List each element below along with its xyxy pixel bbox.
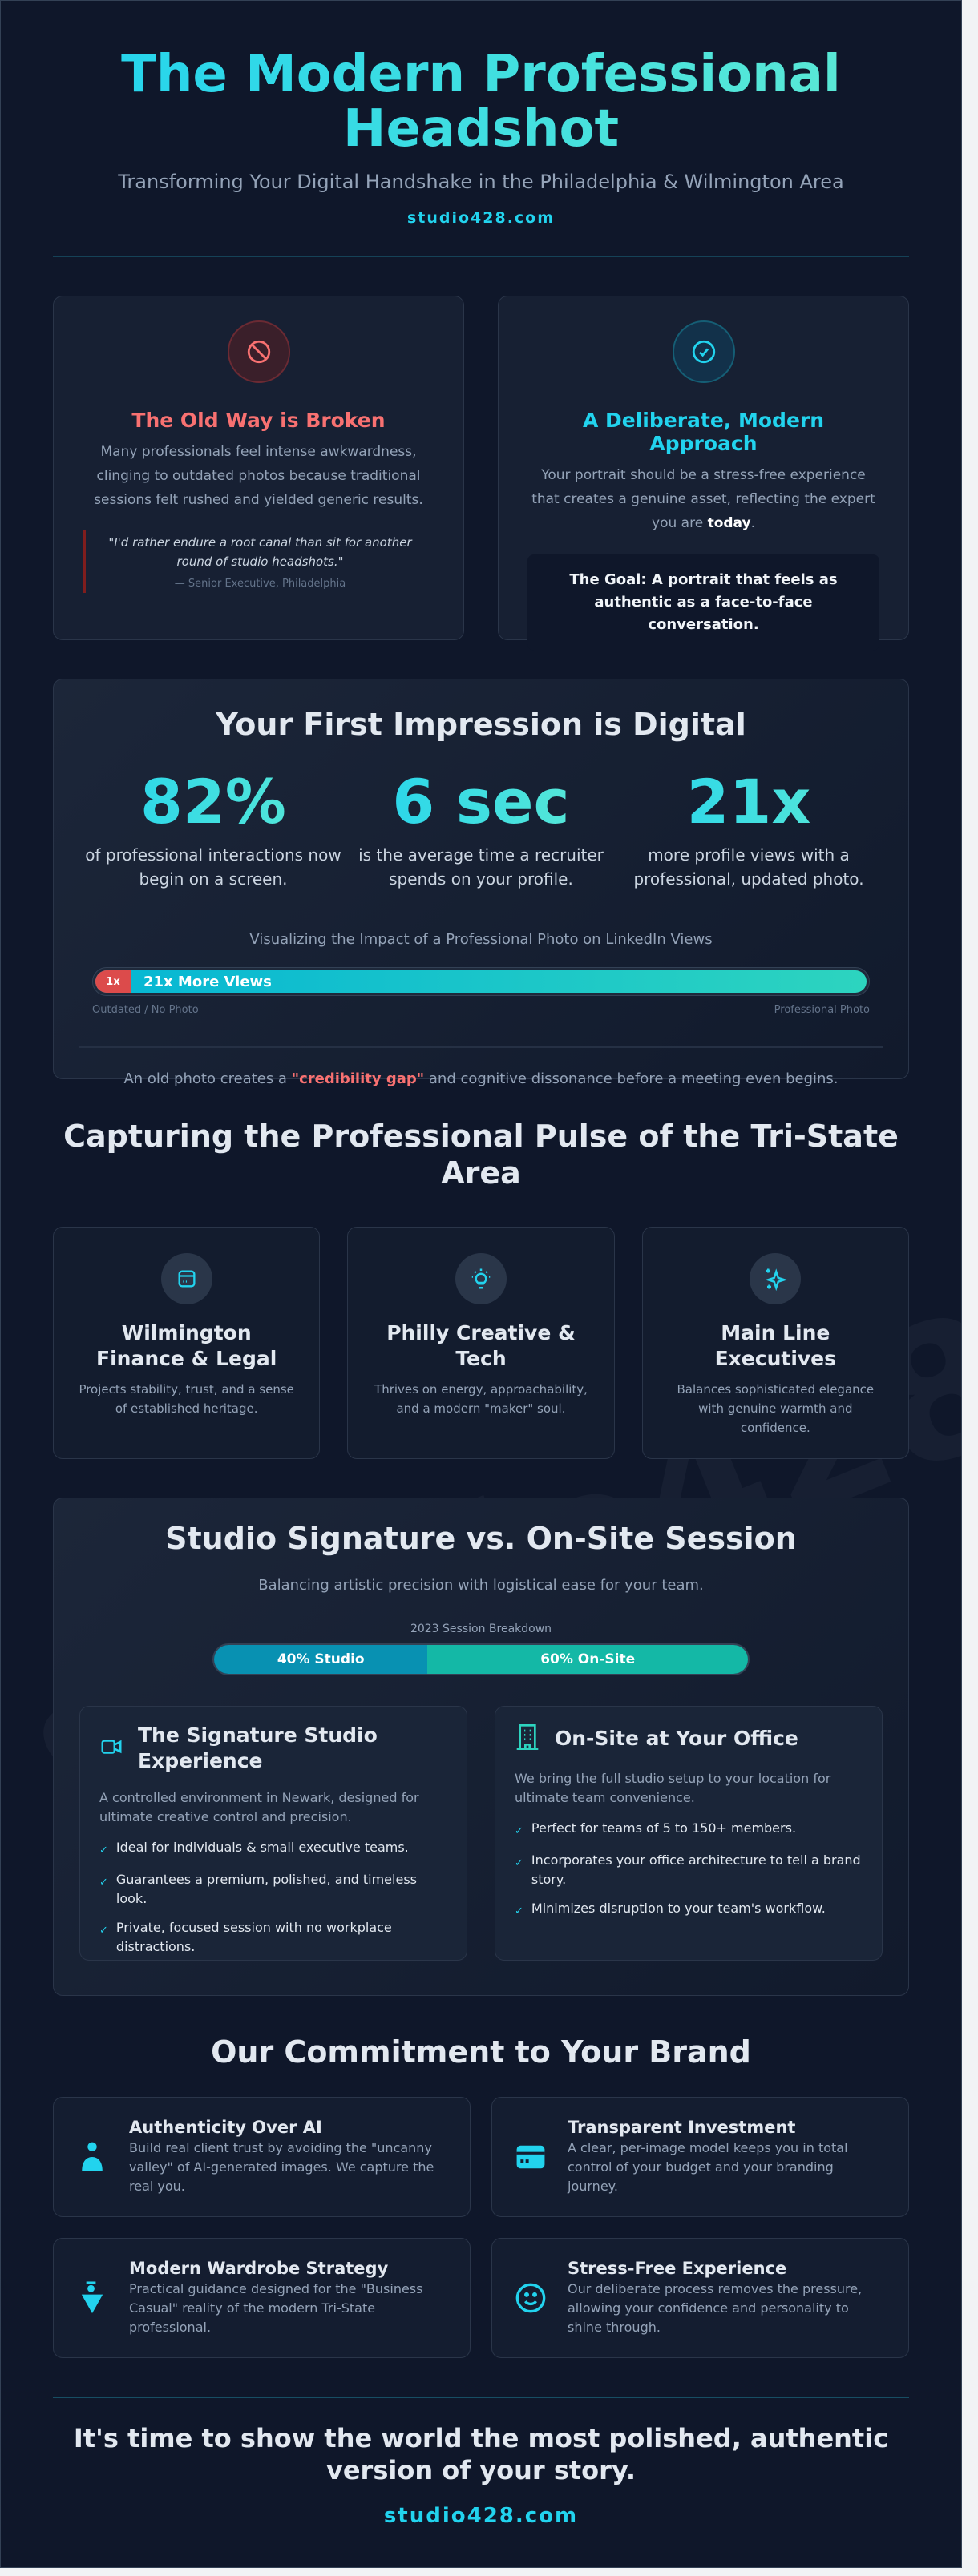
section-title: Your First Impression is Digital (216, 707, 746, 742)
goal-box: The Goal: A portrait that feels as authe… (527, 554, 879, 651)
region-card: Philly Creative & Tech Thrives on energy… (347, 1227, 615, 1459)
divider (79, 1046, 883, 1048)
region-card: Wilmington Finance & Legal Projects stab… (53, 1227, 321, 1459)
problem-title: The Old Way is Broken (131, 409, 386, 432)
studio-segment: 40% Studio (214, 1645, 428, 1674)
building-icon (515, 1723, 540, 1755)
person-icon (76, 2141, 108, 2173)
credit-card-icon (160, 1253, 212, 1304)
breakdown-label: 2023 Session Breakdown (410, 1623, 552, 1635)
page-subtitle: Transforming Your Digital Handshake in t… (118, 171, 844, 193)
smile-icon (515, 2282, 547, 2314)
commitment-card: Modern Wardrobe Strategy Practical guidan… (53, 2238, 471, 2358)
list-item: ✓ Guarantees a premium, polished, and tim… (99, 1872, 417, 1906)
quote-attribution: — Senior Executive, Philadelphia (174, 578, 346, 590)
viz-label: Visualizing the Impact of a Professional… (249, 931, 713, 948)
bar-label: 21x More Views (143, 973, 272, 990)
page-title: The Modern Professional Headshot (53, 47, 909, 156)
list-item: ✓ Minimizes disruption to your team's wor… (515, 1901, 826, 1917)
footer-website-link[interactable]: studio428.com (383, 2504, 579, 2528)
divider (53, 256, 909, 257)
problem-text: Many professionals feel intense awkwardn… (94, 444, 423, 508)
views-bar: 1x 21x More Views (92, 967, 870, 996)
onsite-option-card: On-Site at Your Office We bring the full… (495, 1706, 883, 1961)
session-breakdown-bar: 40% Studio 60% On-Site (212, 1643, 750, 1675)
sparkles-icon (750, 1253, 802, 1304)
studio-option-card: The Signature Studio Experience A contro… (79, 1706, 467, 1961)
commitment-card: Transparent Investment A clear, per-image… (491, 2097, 909, 2217)
stat-item: 21x more profile views with a professiona… (615, 766, 883, 891)
comparison-card: Studio Signature vs. On-Site Session Bal… (53, 1498, 909, 1996)
solution-title: A Deliberate, Modern Approach (582, 409, 825, 455)
section-title: Capturing the Professional Pulse of the … (63, 1119, 899, 1191)
commitment-card: Authenticity Over AI Build real client tr… (53, 2097, 471, 2217)
solution-text: Your portrait should be a stress-free ex… (531, 467, 875, 531)
divider (53, 2397, 909, 2398)
onsite-segment: 60% On-Site (427, 1645, 748, 1674)
list-item: ✓ Incorporates your office architecture t… (515, 1852, 861, 1887)
solution-card: A Deliberate, Modern Approach Your portr… (498, 296, 909, 651)
credibility-gap-text: An old photo creates a "credibility gap"… (123, 1070, 839, 1087)
stat-item: 82% of professional interactions now begi… (79, 766, 347, 891)
section-title: Studio Signature vs. On-Site Session (165, 1521, 797, 1556)
hanger-icon (76, 2280, 108, 2316)
website-link[interactable]: studio428.com (406, 209, 556, 227)
region-card: Main Line Executives Balances sophistica… (641, 1227, 909, 1459)
section-title: Our Commitment to Your Brand (211, 2034, 751, 2070)
bar-base-segment: 1x (95, 970, 131, 993)
ban-icon (227, 320, 290, 383)
digital-impression-card: Your First Impression is Digital 82% of p… (53, 679, 909, 1087)
stat-item: 6 sec is the average time a recruiter spe… (347, 766, 615, 891)
bar-right-caption: Professional Photo (774, 1004, 870, 1016)
closing-cta: It's time to show the world the most pol… (73, 2423, 889, 2485)
check-circle-icon (672, 320, 735, 383)
bar-left-caption: Outdated / No Photo (92, 1004, 199, 1016)
list-item: ✓ Private, focused session with no workpl… (99, 1920, 392, 1954)
commitment-card: Stress-Free Experience Our deliberate pro… (491, 2238, 909, 2358)
list-item: ✓ Ideal for individuals & small executive… (99, 1840, 409, 1856)
section-subtitle: Balancing artistic precision with logist… (258, 1577, 704, 1594)
testimonial-quote: "I'd rather endure a root canal than sit… (83, 530, 434, 593)
quote-text: "I'd rather endure a root canal than sit… (108, 535, 412, 569)
wallet-icon (515, 2144, 547, 2170)
list-item: ✓ Perfect for teams of 5 to 150+ members. (515, 1820, 797, 1837)
lightbulb-icon (455, 1253, 507, 1304)
video-camera-icon (99, 1735, 123, 1762)
problem-card: The Old Way is Broken Many professionals… (53, 296, 464, 640)
